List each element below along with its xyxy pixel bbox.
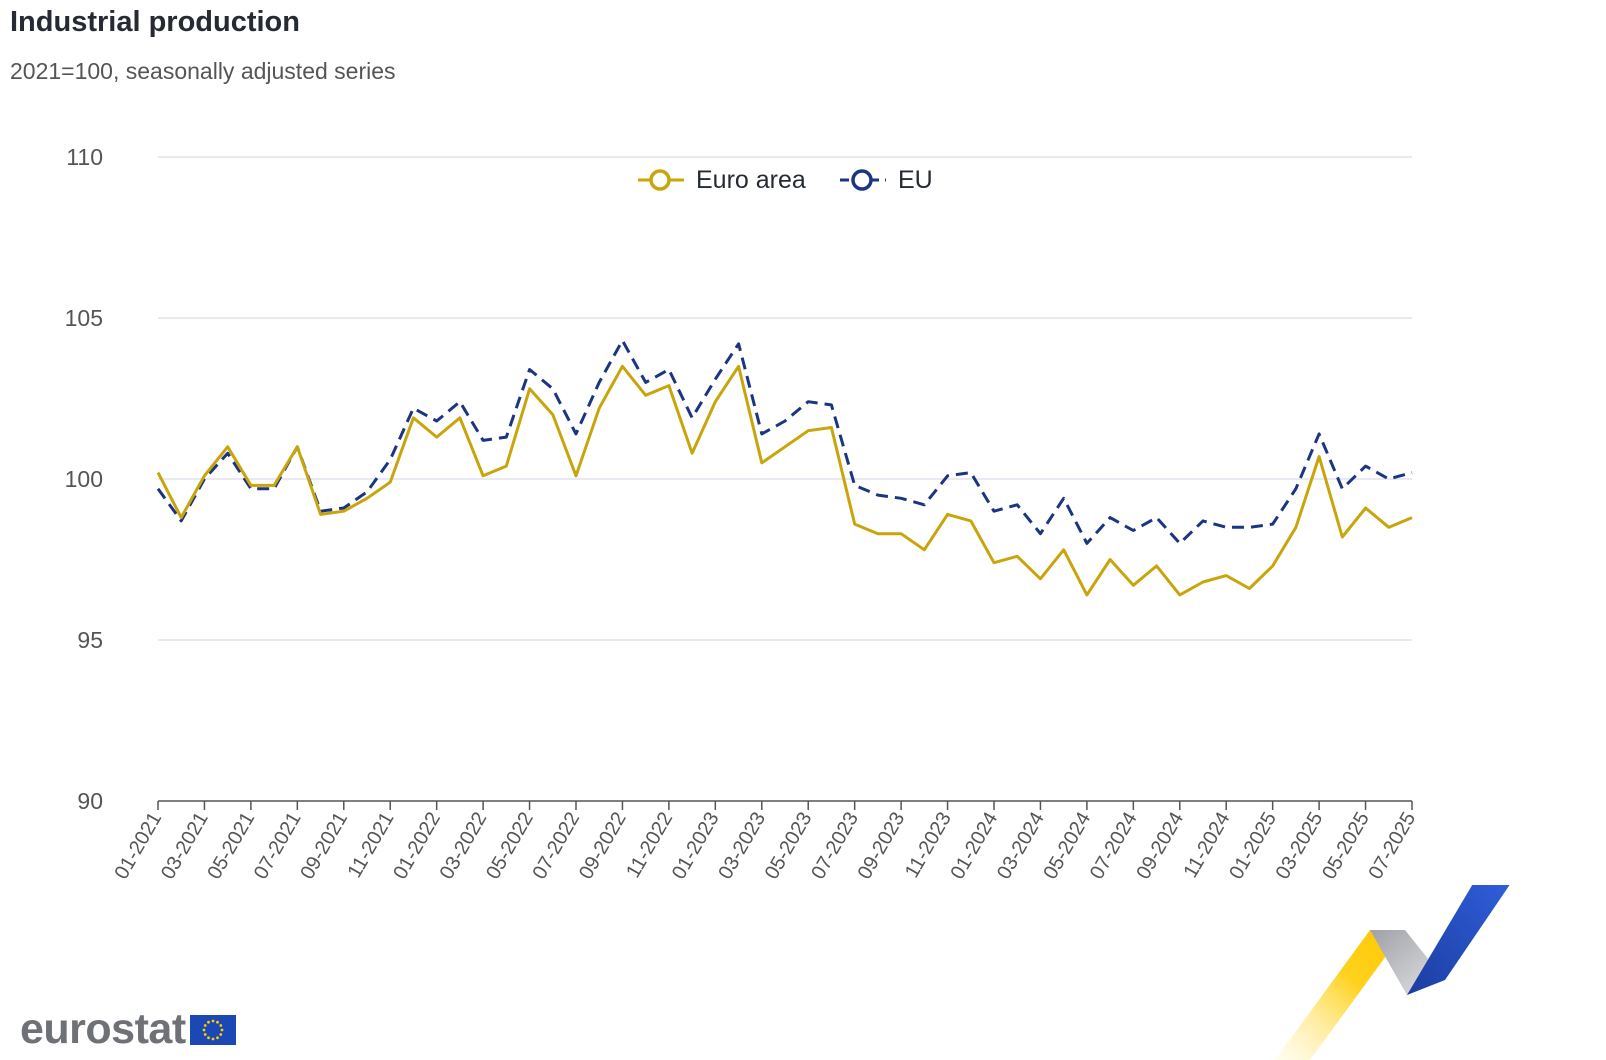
legend-item-euro-area[interactable]: Euro area — [638, 166, 806, 194]
y-axis-ticks: 90 95 100 105 110 — [65, 144, 103, 814]
grid-lines — [158, 156, 1412, 641]
legend-marker-icon — [851, 169, 873, 191]
series-line-euro-area[interactable] — [156, 364, 1413, 597]
y-tick-label: 110 — [66, 144, 103, 170]
eurostat-logo[interactable]: eurostat — [20, 1005, 236, 1054]
eurostat-ribbon-icon — [1275, 885, 1510, 1060]
y-tick-label: 90 — [77, 788, 103, 814]
legend-marker-icon — [649, 169, 671, 191]
x-axis: 01-202103-202105-202107-202109-202111-20… — [111, 800, 1420, 883]
y-tick-label: 105 — [65, 305, 103, 331]
legend-label: Euro area — [696, 166, 806, 194]
legend-item-eu[interactable]: EU — [840, 166, 933, 194]
legend[interactable]: Euro area EU — [638, 166, 933, 194]
series-line-eu[interactable] — [156, 339, 1413, 545]
chart-title: Industrial production — [10, 6, 300, 38]
legend-label: EU — [898, 166, 933, 194]
y-tick-label: 100 — [65, 466, 103, 492]
line-chart: 90 95 100 105 110 01-202103-202105-202107-20… — [65, 144, 1421, 883]
y-tick-label: 95 — [77, 627, 103, 653]
logo-text: eurostat — [20, 1005, 186, 1053]
chart-subtitle: 2021=100, seasonally adjusted series — [10, 58, 396, 84]
eu-flag-icon — [189, 1014, 236, 1045]
series-layer — [156, 339, 1413, 597]
